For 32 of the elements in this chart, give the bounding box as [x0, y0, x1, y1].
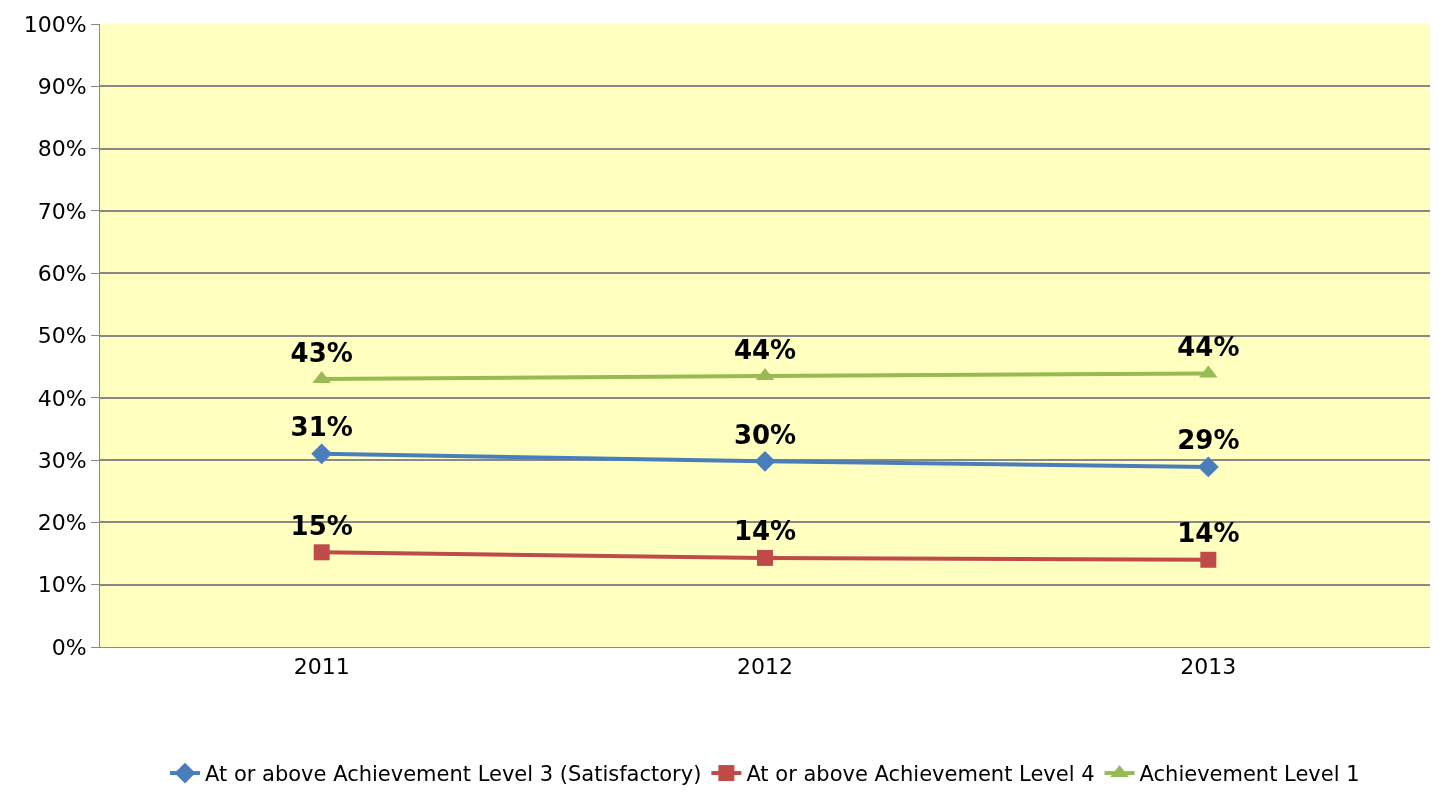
- data-label: 15%: [290, 510, 353, 541]
- y-tick-label: 70%: [37, 198, 87, 224]
- y-tick-label: 50%: [37, 323, 87, 349]
- point: [757, 549, 773, 566]
- data-label: 31%: [290, 412, 353, 443]
- y-tick-label: 80%: [37, 136, 87, 162]
- y-tick-label: 100%: [23, 11, 87, 37]
- point: [1197, 456, 1219, 478]
- x-tick-label: 2013: [1180, 654, 1237, 680]
- point: [311, 443, 333, 465]
- y-tick-label: 30%: [37, 447, 87, 473]
- data-label: 30%: [733, 419, 797, 450]
- y-tick-label: 20%: [37, 510, 87, 536]
- y-tick-label: 60%: [37, 260, 87, 286]
- data-label: 43%: [290, 337, 353, 368]
- legend-label: Achievement Level 1: [1139, 762, 1360, 787]
- data-label: 44%: [733, 334, 797, 365]
- data-label: 14%: [733, 516, 797, 547]
- data-label: 14%: [1177, 518, 1240, 549]
- y-tick-label: 90%: [37, 74, 87, 99]
- point: [754, 450, 776, 472]
- y-tick-label: 10%: [37, 572, 87, 598]
- point: [313, 544, 330, 561]
- y-tick-label: 0%: [51, 634, 87, 660]
- y-tick-label: 40%: [37, 385, 87, 411]
- x-tick-label: 2011: [293, 654, 350, 680]
- x-tick-label: 2012: [737, 654, 793, 680]
- point: [1200, 551, 1217, 568]
- legend-label: At or above Achievement Level 4: [746, 762, 1095, 787]
- data-label: 44%: [1177, 332, 1240, 362]
- data-label: 29%: [1177, 425, 1240, 456]
- legend-label: At or above Achievement Level 3 (Satisfactory): [205, 762, 702, 787]
